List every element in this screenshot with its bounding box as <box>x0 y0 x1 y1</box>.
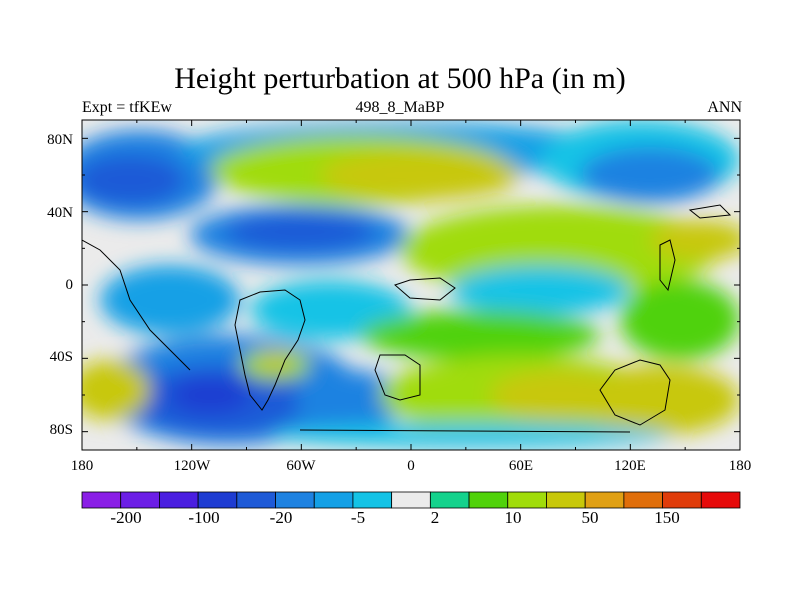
experiment-label: Expt = tfKEw <box>82 99 172 116</box>
colorbar-box <box>623 491 663 509</box>
colorbar-box <box>468 491 509 509</box>
colorbar-box <box>159 491 199 509</box>
colorbar-box <box>352 491 393 509</box>
colorbar-label-50: 50 <box>581 508 599 527</box>
lon-label-180w: 180 <box>70 458 94 474</box>
time-label: 498_8_MaBP <box>355 99 445 116</box>
colorbar-box <box>236 491 276 509</box>
colorbar-box <box>275 491 315 509</box>
colorbar-box <box>391 491 431 509</box>
lat-label-40s: 40S <box>49 349 73 365</box>
colorbar-label-m5: -5 <box>350 508 366 527</box>
lon-label-60e: 60E <box>508 458 534 474</box>
lon-label-0: 0 <box>407 458 415 474</box>
colorbar-label-m100: -100 <box>188 508 220 527</box>
lat-label-40n: 40N <box>47 205 73 221</box>
colorbar-box <box>197 491 238 509</box>
lat-label-0: 0 <box>65 277 74 293</box>
colorbar-label-10: 10 <box>504 508 522 527</box>
colorbar-box <box>662 491 702 509</box>
colorbar-box <box>700 491 741 509</box>
colorbar-box <box>584 491 625 509</box>
season-label: ANN <box>707 99 742 116</box>
colorbar-label-2: 2 <box>430 508 440 527</box>
colorbar-label-m20: -20 <box>269 508 293 527</box>
colorbar-box <box>120 491 160 509</box>
colorbar-box <box>546 491 586 509</box>
colorbar-box <box>313 491 354 509</box>
lat-label-80n: 80N <box>47 132 73 148</box>
plot-title: Height perturbation at 500 hPa (in m) <box>174 62 626 95</box>
lon-label-60w: 60W <box>286 458 316 474</box>
lon-label-180e: 180 <box>728 458 752 474</box>
lon-label-120w: 120W <box>173 458 211 474</box>
colorbar-box <box>429 491 470 509</box>
colorbar-box <box>81 491 122 509</box>
colorbar-box <box>507 491 547 509</box>
colorbar-label-m200: -200 <box>110 508 142 527</box>
lat-label-80s: 80S <box>49 422 73 438</box>
colorbar-label-150: 150 <box>654 508 680 527</box>
lon-label-120e: 120E <box>614 458 646 474</box>
